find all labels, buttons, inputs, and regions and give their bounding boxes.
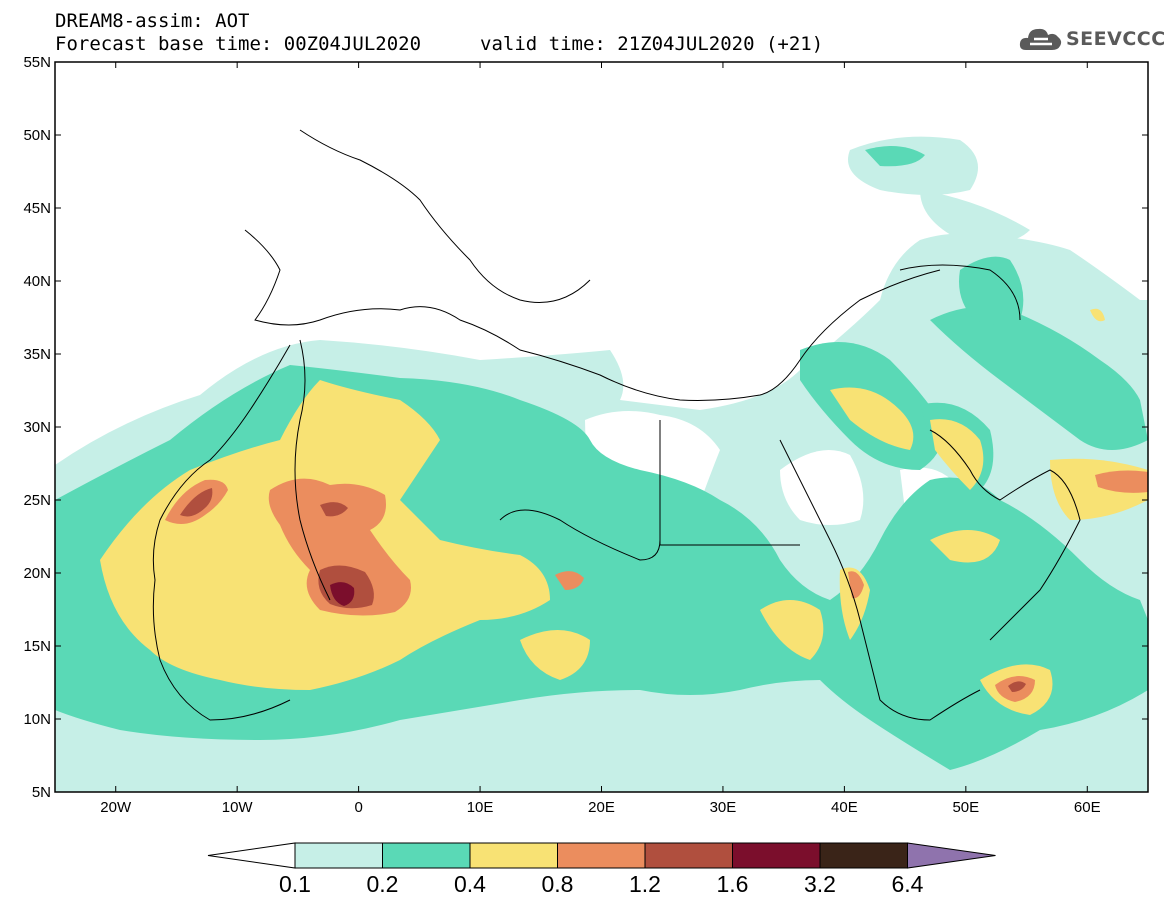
colorbar-over-arrow — [907, 842, 996, 869]
colorbar-box — [294, 842, 383, 869]
lat-tick-label: 20N — [23, 565, 51, 582]
aot-contour-1-6 — [330, 582, 355, 606]
title-base-time: Forecast base time: 00Z04JUL2020 — [55, 33, 422, 55]
cloud-icon — [1019, 28, 1062, 50]
colorbar-level-label: 0.1 — [279, 871, 311, 897]
lon-tick-label: 20W — [100, 799, 132, 816]
colorbar-level-label: 0.4 — [454, 871, 486, 897]
colorbar-level-label: 1.6 — [717, 871, 749, 897]
colorbar-box — [382, 842, 471, 869]
seevccc-logo: SEEVCCC — [1018, 22, 1165, 56]
colorbar-under-arrow — [207, 842, 296, 869]
coastlines — [152, 129, 1081, 721]
colorbar-box — [819, 842, 908, 869]
lat-tick-label: 50N — [23, 127, 51, 144]
lon-tick-label: 60E — [1074, 799, 1101, 816]
lat-tick-label: 10N — [23, 711, 51, 728]
lon-tick-label: 20E — [588, 799, 615, 816]
title-valid-time: valid time: 21Z04JUL2020 (+21) — [480, 33, 824, 55]
lat-tick-label: 15N — [23, 638, 51, 655]
lat-tick-label: 5N — [32, 784, 51, 801]
lon-tick-label: 50E — [952, 799, 979, 816]
lon-tick-label: 30E — [710, 799, 737, 816]
colorbar-box — [644, 842, 733, 869]
lat-tick-label: 55N — [23, 54, 51, 71]
lon-tick-label: 40E — [831, 799, 858, 816]
colorbar-level-label: 6.4 — [892, 871, 924, 897]
lat-tick-label: 30N — [23, 419, 51, 436]
lat-tick-label: 35N — [23, 346, 51, 363]
lon-tick-label: 10W — [222, 799, 254, 816]
lat-tick-label: 40N — [23, 273, 51, 290]
colorbar-box — [469, 842, 558, 869]
colorbar-box — [557, 842, 646, 869]
title-product: DREAM8-assim: AOT — [55, 10, 250, 32]
logo-text: SEEVCCC — [1066, 28, 1165, 50]
colorbar-level-label: 0.8 — [542, 871, 574, 897]
lat-tick-label: 45N — [23, 200, 51, 217]
colorbar-level-label: 0.2 — [367, 871, 399, 897]
latitude-axis: 55N 50N 45N 40N 35N 30N 25N 20N 15N 10N 5N — [23, 54, 1148, 801]
lon-tick-label: 0 — [354, 799, 362, 816]
lat-tick-label: 25N — [23, 492, 51, 509]
colorbar-level-label: 3.2 — [804, 871, 836, 897]
lon-tick-label: 10E — [467, 799, 494, 816]
longitude-axis: 20W 10W 0 10E 20E 30E 40E 50E 60E — [100, 62, 1101, 816]
colorbar-level-label: 1.2 — [629, 871, 661, 897]
colorbar-box — [732, 842, 821, 869]
